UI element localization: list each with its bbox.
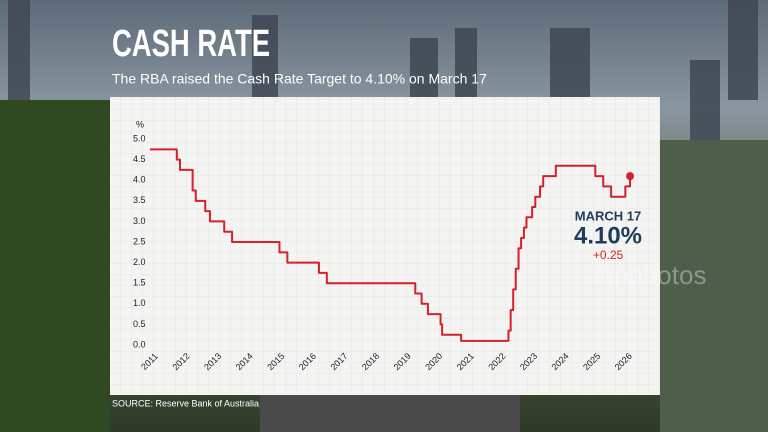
latest-point [626,172,635,181]
y-axis-label: % [136,119,144,129]
annotation-value: 4.10% [574,222,642,249]
y-tick-label: 3.5 [133,195,146,205]
source: SOURCE: Reserve Bank of Australia [112,398,259,408]
chart-panel [110,97,660,395]
watermark: aapphotos [585,260,706,290]
y-tick-label: 2.5 [133,236,146,246]
y-tick-label: 0.5 [133,319,146,329]
trees-left [0,100,110,432]
y-tick-label: 0.0 [133,339,146,349]
road [260,395,520,432]
houses-right [660,140,768,432]
rate-line [149,148,632,342]
y-tick-label: 3.0 [133,216,146,226]
y-tick-label: 1.0 [133,298,146,308]
chart-subtitle: The RBA raised the Cash Rate Target to 4… [112,71,487,87]
annotation-change: +0.25 [593,248,624,262]
chart-title: CASH RATE [112,23,270,65]
annotation-date: MARCH 17 [575,208,641,223]
skyline [8,0,758,150]
y-tick-label: 5.0 [133,133,146,143]
y-tick-label: 4.0 [133,175,146,185]
y-tick-label: 4.5 [133,154,146,164]
y-tick-label: 1.5 [133,278,146,288]
y-tick-label: 2.0 [133,257,146,267]
